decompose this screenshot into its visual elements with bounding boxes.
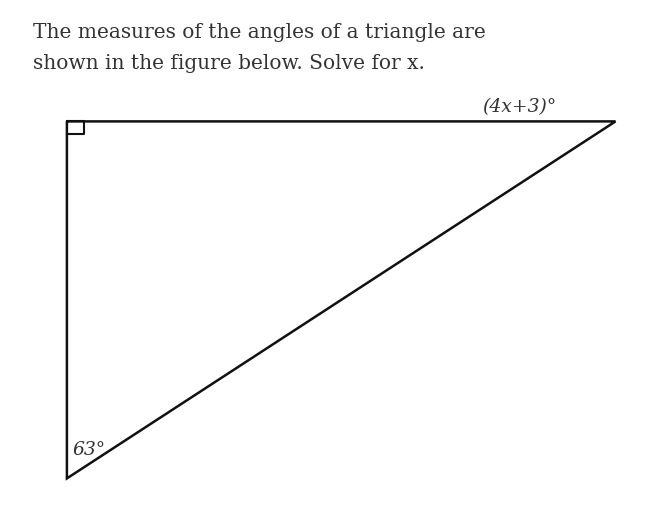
Text: (4x+3)°: (4x+3)° bbox=[482, 98, 556, 116]
Text: The measures of the angles of a triangle are: The measures of the angles of a triangle… bbox=[33, 23, 486, 42]
Text: 63°: 63° bbox=[72, 440, 106, 458]
Text: shown in the figure below. Solve for x.: shown in the figure below. Solve for x. bbox=[33, 53, 425, 72]
